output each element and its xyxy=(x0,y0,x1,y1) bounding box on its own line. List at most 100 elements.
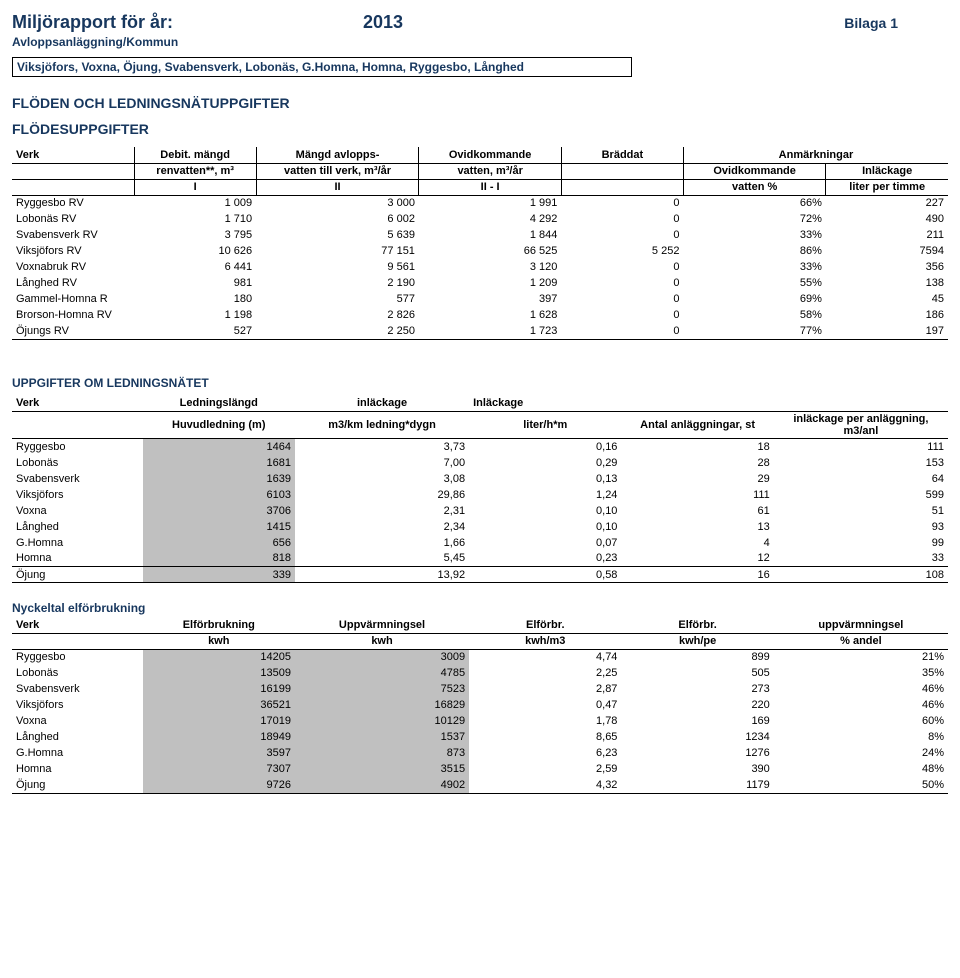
led-h-inl: inläckage xyxy=(295,396,469,412)
row-c5: 58% xyxy=(683,307,825,323)
row-c4: 505 xyxy=(621,665,773,681)
table-row: Homna730735152,5939048% xyxy=(12,761,948,777)
row-c4: 0 xyxy=(561,291,683,307)
led-title: UPPGIFTER OM LEDNINGSNÄTET xyxy=(12,376,948,390)
led-h2-huv: Huvudledning (m) xyxy=(143,412,295,439)
row-c2: 13,92 xyxy=(295,567,469,583)
row-c6: 356 xyxy=(826,259,948,275)
row-name: Voxnabruk RV xyxy=(12,259,134,275)
row-c6: 197 xyxy=(826,323,948,339)
row-c2: 10129 xyxy=(295,713,469,729)
row-name: Voxna xyxy=(12,503,143,519)
table-row: Voxnabruk RV6 4419 5613 120033%356 xyxy=(12,259,948,275)
row-c3: 2,59 xyxy=(469,761,621,777)
row-name: Långhed xyxy=(12,519,143,535)
row-c2: 577 xyxy=(256,291,419,307)
row-name: Viksjöfors xyxy=(12,697,143,713)
row-c3: 0,29 xyxy=(469,455,621,471)
row-c5: 72% xyxy=(683,211,825,227)
row-name: G.Homna xyxy=(12,745,143,761)
row-c3: 66 525 xyxy=(419,243,561,259)
row-name: Ryggesbo xyxy=(12,439,143,455)
row-name: Viksjöfors RV xyxy=(12,243,134,259)
table-row: Viksjöfors610329,861,24111599 xyxy=(12,487,948,503)
row-c4: 1276 xyxy=(621,745,773,761)
row-c1: 818 xyxy=(143,551,295,567)
row-name: Homna xyxy=(12,761,143,777)
row-c6: 211 xyxy=(826,227,948,243)
row-c5: 8% xyxy=(774,729,948,745)
led-h2-lhm: liter/h*m xyxy=(469,412,621,439)
row-c1: 9726 xyxy=(143,777,295,793)
table-row: Öjung972649024,32117950% xyxy=(12,777,948,793)
row-name: Svabensverk xyxy=(12,681,143,697)
row-c3: 3 120 xyxy=(419,259,561,275)
row-c1: 3597 xyxy=(143,745,295,761)
row-c2: 5,45 xyxy=(295,551,469,567)
h2-renvatten: renvatten**, m³ xyxy=(134,163,256,179)
led-table: Verk Ledningslängd inläckage Inläckage H… xyxy=(12,396,948,584)
h2-empty2 xyxy=(561,163,683,179)
row-c5: 77% xyxy=(683,323,825,339)
led-h-verk: Verk xyxy=(12,396,143,412)
nyck-h2-kwh2: kwh xyxy=(295,633,469,649)
row-c2: 16829 xyxy=(295,697,469,713)
nyck-h2-kwhm3: kwh/m3 xyxy=(469,633,621,649)
row-c1: 1 009 xyxy=(134,195,256,211)
bilaga-label: Bilaga 1 xyxy=(844,15,898,31)
table-row: G.Homna35978736,23127624% xyxy=(12,745,948,761)
led-h2-antal: Antal anläggningar, st xyxy=(621,412,773,439)
h2-ovid: Ovidkommande xyxy=(683,163,825,179)
table-row: Öjungs RV5272 2501 723077%197 xyxy=(12,323,948,339)
row-c2: 1537 xyxy=(295,729,469,745)
section-flodesuppgifter: FLÖDESUPPGIFTER xyxy=(12,121,948,137)
row-name: Gammel-Homna R xyxy=(12,291,134,307)
row-c2: 5 639 xyxy=(256,227,419,243)
row-c4: 0 xyxy=(561,211,683,227)
row-c2: 6 002 xyxy=(256,211,419,227)
col-braddat: Bräddat xyxy=(561,147,683,163)
row-c5: 108 xyxy=(774,567,948,583)
row-c3: 1 628 xyxy=(419,307,561,323)
row-c2: 4785 xyxy=(295,665,469,681)
nyck-title: Nyckeltal elförbrukning xyxy=(12,601,948,615)
row-c5: 99 xyxy=(774,535,948,551)
section-floden-title: FLÖDEN OCH LEDNINGSNÄTUPPGIFTER xyxy=(12,95,948,111)
row-c4: 390 xyxy=(621,761,773,777)
col-ovid: Ovidkommande xyxy=(419,147,561,163)
table-row: G.Homna6561,660,07499 xyxy=(12,535,948,551)
row-c3: 0,23 xyxy=(469,551,621,567)
row-name: Lobonäs xyxy=(12,665,143,681)
row-c6: 227 xyxy=(826,195,948,211)
row-c5: 46% xyxy=(774,697,948,713)
h3-ii-i: II - I xyxy=(419,179,561,195)
row-c1: 656 xyxy=(143,535,295,551)
row-c2: 3,73 xyxy=(295,439,469,455)
row-c1: 1 198 xyxy=(134,307,256,323)
led-h2-per: inläckage per anläggning, m3/anl xyxy=(774,412,948,439)
h3-liter: liter per timme xyxy=(826,179,948,195)
nyck-h-elf2: Elförbr. xyxy=(621,617,773,633)
row-name: Ryggesbo RV xyxy=(12,195,134,211)
row-c4: 169 xyxy=(621,713,773,729)
table-row: Ryggesbo RV1 0093 0001 991066%227 xyxy=(12,195,948,211)
led-h-inl2: Inläckage xyxy=(469,396,621,412)
row-c5: 55% xyxy=(683,275,825,291)
row-c3: 1,78 xyxy=(469,713,621,729)
nyck-h-upp: Uppvärmningsel xyxy=(295,617,469,633)
table-row: Voxna17019101291,7816960% xyxy=(12,713,948,729)
row-c1: 6 441 xyxy=(134,259,256,275)
row-c1: 1415 xyxy=(143,519,295,535)
row-c1: 3706 xyxy=(143,503,295,519)
row-name: Ryggesbo xyxy=(12,649,143,665)
row-c2: 7523 xyxy=(295,681,469,697)
row-c5: 60% xyxy=(774,713,948,729)
row-c5: 69% xyxy=(683,291,825,307)
row-name: Svabensverk RV xyxy=(12,227,134,243)
led-h-len: Ledningslängd xyxy=(143,396,295,412)
row-c5: 35% xyxy=(774,665,948,681)
row-name: Långhed xyxy=(12,729,143,745)
row-c2: 2 250 xyxy=(256,323,419,339)
table-row: Viksjöfors RV10 62677 15166 5255 25286%7… xyxy=(12,243,948,259)
row-c5: 93 xyxy=(774,519,948,535)
